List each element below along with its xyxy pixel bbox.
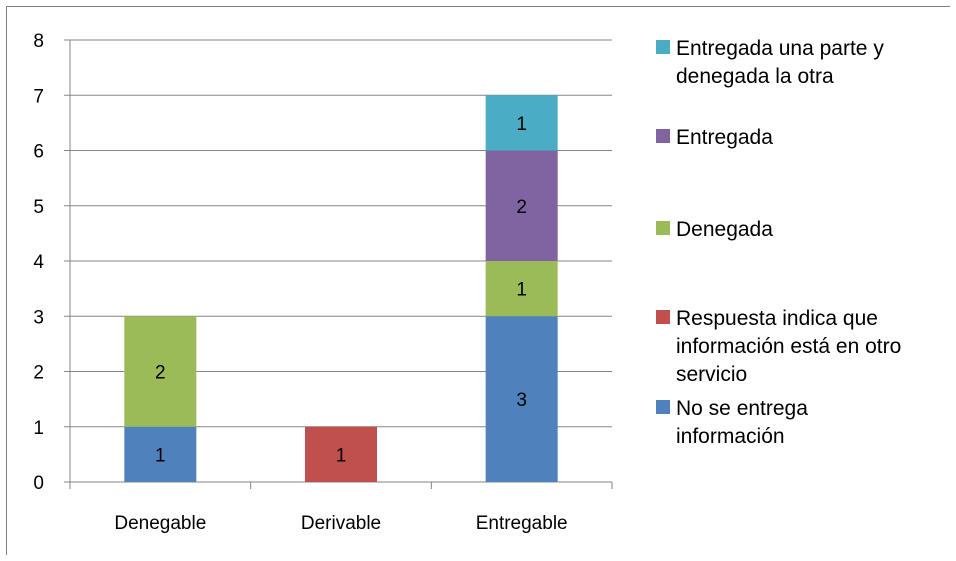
y-tick-label: 1 — [33, 418, 44, 439]
x-tick-labels: Denegable Derivable Entregable — [114, 513, 567, 534]
legend-label: denegada la otra — [676, 65, 834, 88]
chart-frame — [6, 6, 950, 555]
y-tick-label: 0 — [33, 473, 44, 494]
data-label: 1 — [516, 114, 527, 135]
bar-segment — [124, 316, 197, 427]
bar-segment — [485, 316, 558, 482]
legend-label: información — [676, 425, 785, 448]
bar-segment — [305, 426, 377, 482]
legend-swatch — [656, 40, 670, 54]
legend-swatch — [656, 221, 670, 235]
y-tick-label: 7 — [33, 86, 44, 107]
bar-segment — [124, 426, 197, 482]
legend-label: No se entrega — [676, 397, 808, 420]
legend: Entregada una parte y denegada la otra Ent… — [656, 37, 901, 448]
y-tick-label: 8 — [33, 31, 44, 52]
data-label: 1 — [155, 445, 166, 466]
bar-segment — [485, 150, 558, 261]
x-tick-label: Derivable — [301, 513, 381, 534]
bars: 1 2 1 3 1 2 1 — [124, 95, 558, 482]
y-tick-label: 5 — [33, 197, 44, 218]
legend-swatch — [656, 129, 670, 143]
x-tick-label: Entregable — [476, 513, 568, 534]
data-label: 2 — [516, 197, 527, 218]
bar-segment — [485, 95, 558, 151]
y-tick-labels: 0 1 2 3 4 5 6 7 8 — [33, 31, 44, 494]
x-tick-label: Denegable — [114, 513, 206, 534]
y-tick-label: 3 — [33, 307, 44, 328]
y-tick-label: 4 — [33, 252, 44, 273]
legend-swatch — [656, 400, 670, 414]
data-label: 2 — [155, 363, 166, 384]
legend-label: Respuesta indica que — [676, 307, 878, 330]
y-tick-label: 2 — [33, 363, 44, 384]
legend-label: información está en otro — [676, 335, 901, 358]
data-label: 3 — [516, 390, 527, 411]
legend-label: Entregada una parte y — [676, 37, 884, 60]
legend-label: Entregada — [676, 126, 773, 149]
legend-label: Denegada — [676, 218, 773, 241]
y-tick-label: 6 — [33, 142, 44, 163]
legend-label: servicio — [676, 363, 747, 386]
legend-swatch — [656, 310, 670, 324]
data-label: 1 — [516, 280, 527, 301]
data-label: 1 — [336, 445, 347, 466]
bar-segment — [485, 261, 558, 317]
